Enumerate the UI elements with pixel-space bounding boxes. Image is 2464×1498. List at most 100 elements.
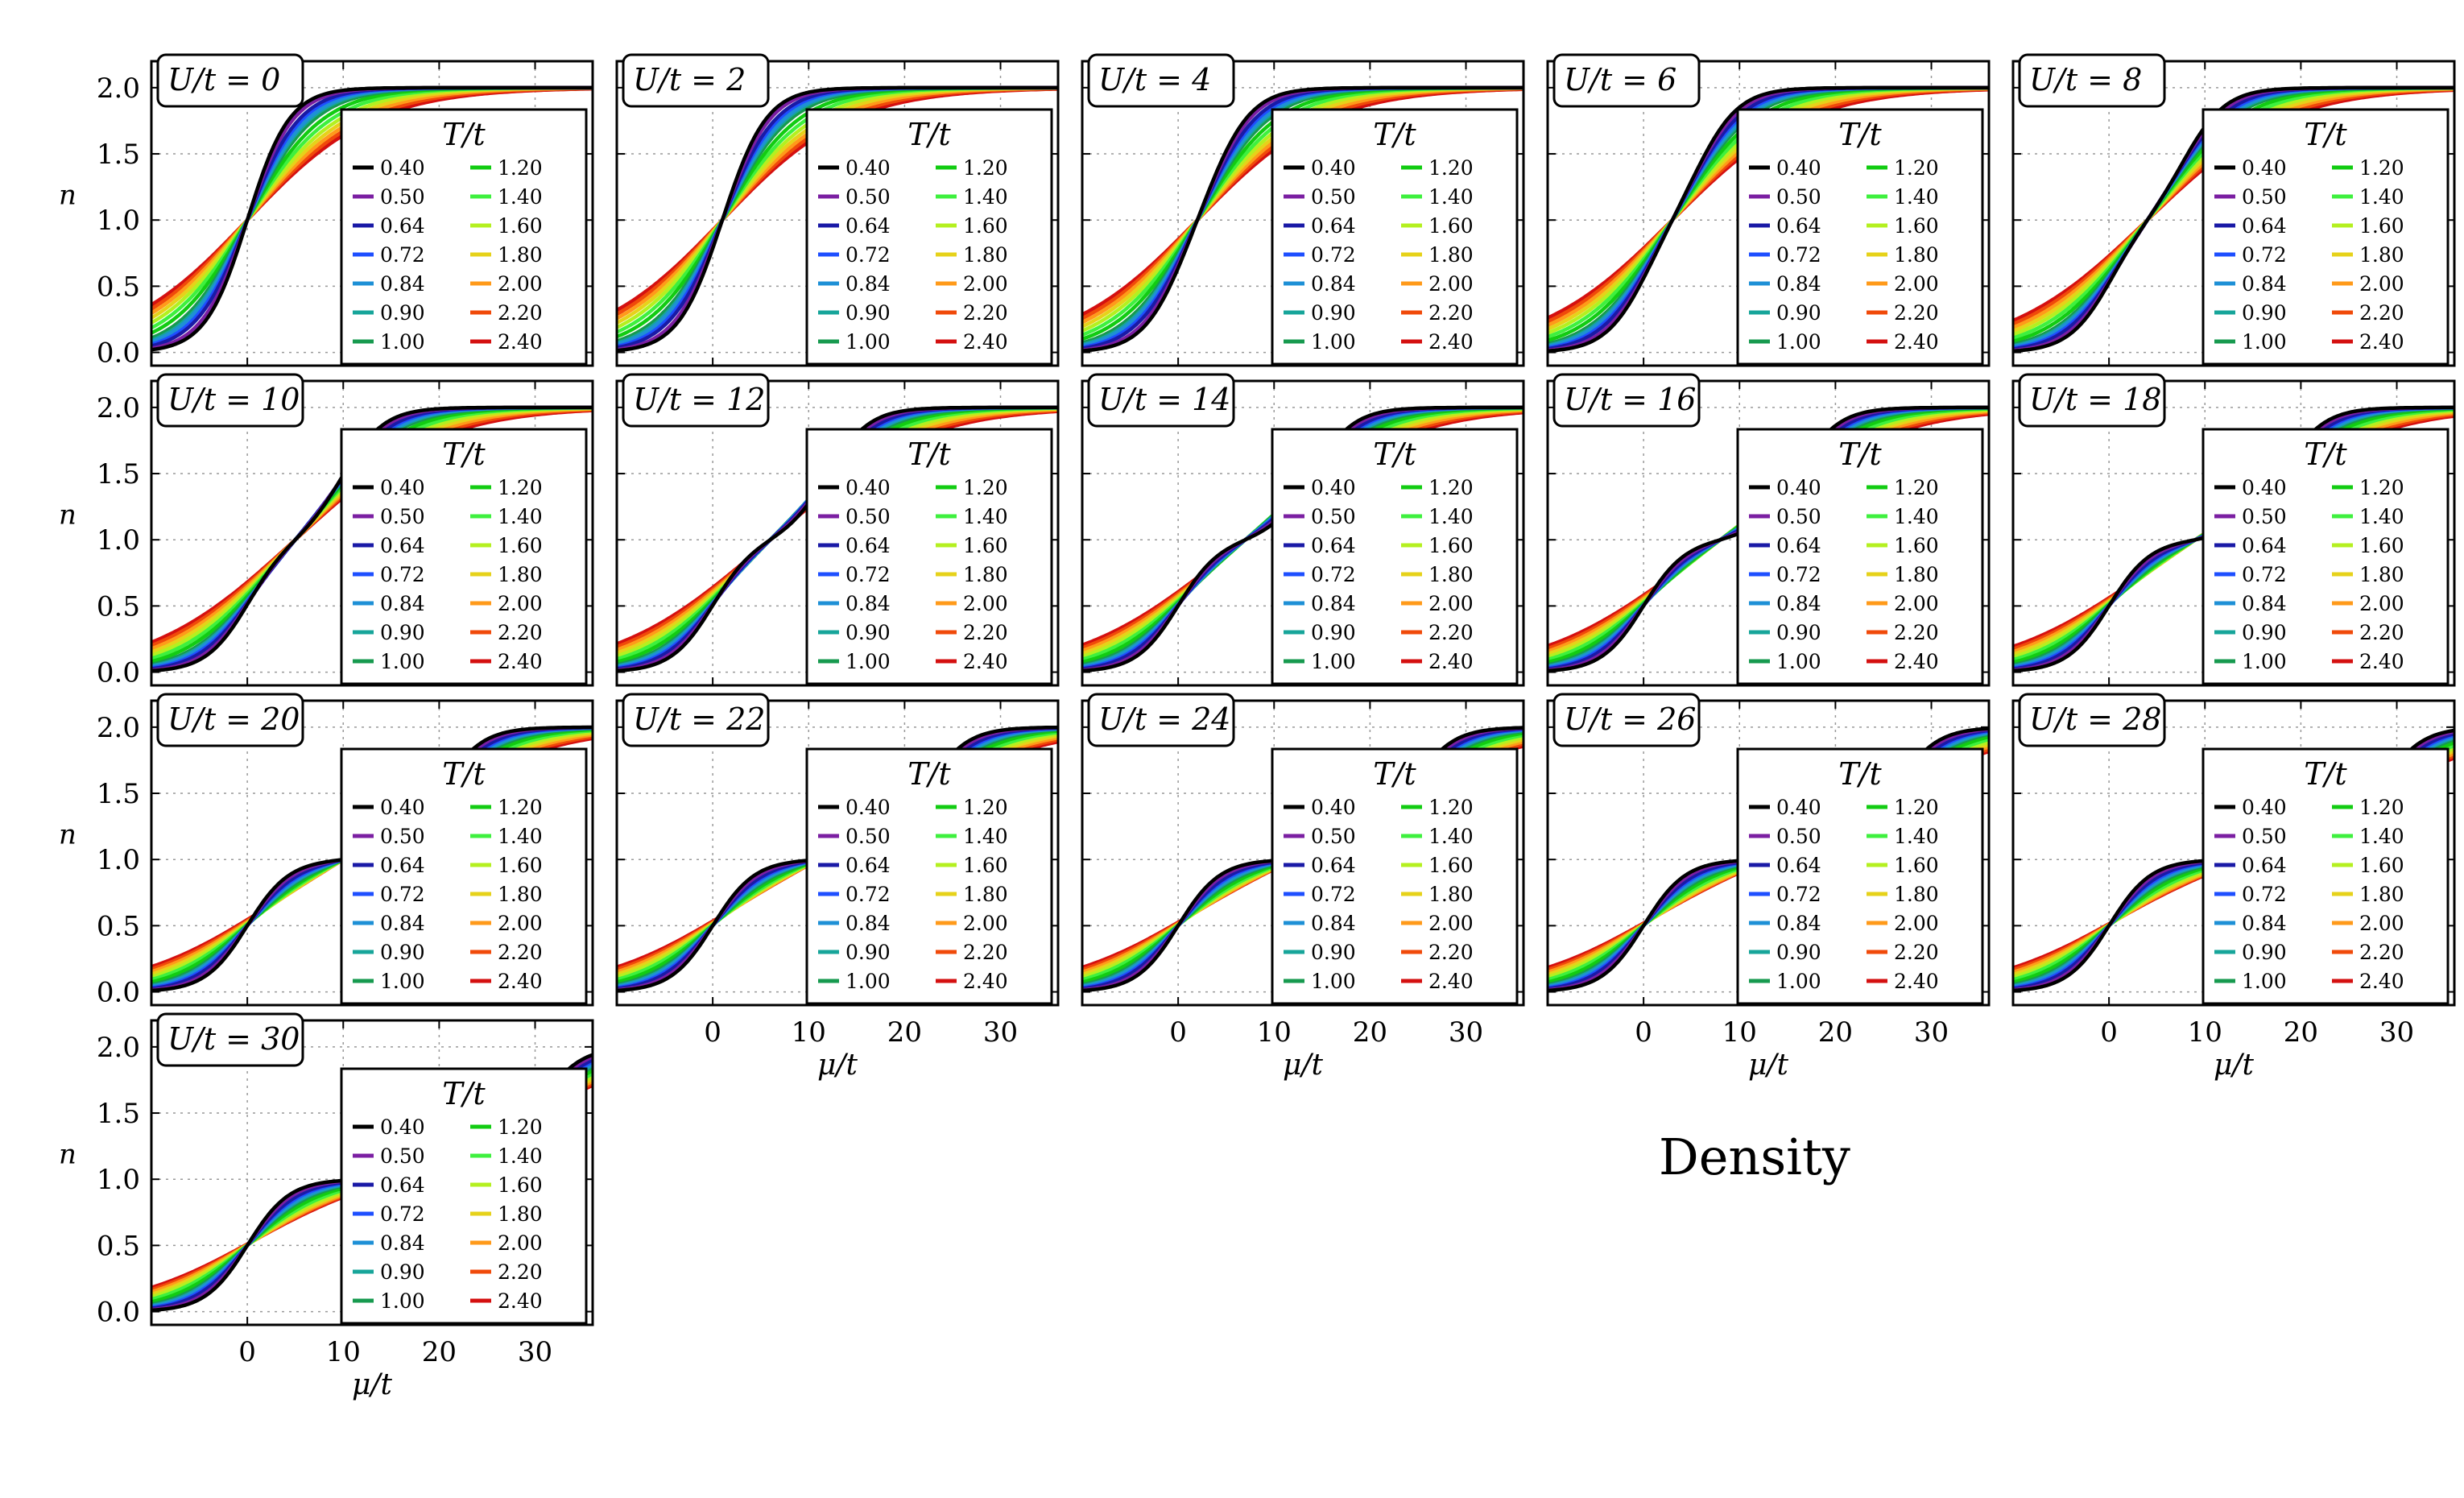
legend-label-T1.40: 1.40 <box>963 505 1008 528</box>
legend-label-T1.20: 1.20 <box>1428 476 1474 499</box>
legend-box <box>805 747 1053 1005</box>
legend-label-T0.72: 0.72 <box>380 883 425 906</box>
axes-frame <box>2011 699 2456 1007</box>
legend-label-T2.20: 2.20 <box>1894 941 1939 964</box>
legend-label-T0.84: 0.84 <box>2242 592 2287 615</box>
legend-box <box>2201 747 2450 1005</box>
legend-label-T0.72: 0.72 <box>1311 243 1356 267</box>
y-tick-label: 1.5 <box>97 458 140 490</box>
legend-label-T1.80: 1.80 <box>963 883 1008 906</box>
panel-U6: U/t = 6 T/t 0.40 1.20 0.50 1.40 0.64 1.60 0.72 1.… <box>1546 53 1991 367</box>
x-tick-label: 30 <box>1449 1016 1483 1049</box>
y-axis-label: n <box>59 180 76 212</box>
panel-label-box <box>622 693 770 747</box>
panel-label: U/t = 6 <box>1564 62 1676 97</box>
x-tick-label: 30 <box>1914 1016 1949 1049</box>
legend-label-T0.40: 0.40 <box>845 156 891 180</box>
legend-label-T2.40: 2.40 <box>498 330 543 354</box>
axes-frame <box>1081 60 1525 367</box>
axes-frame <box>1081 379 1525 687</box>
legend-label-T2.00: 2.00 <box>1894 592 1939 615</box>
legend-label-T0.40: 0.40 <box>1776 476 1821 499</box>
x-tick-label: 10 <box>326 1336 361 1368</box>
legend-label-T1.60: 1.60 <box>963 854 1008 877</box>
legend-label-T1.40: 1.40 <box>1428 505 1474 528</box>
legend-label-T2.20: 2.20 <box>498 1260 543 1284</box>
legend-label-T1.40: 1.40 <box>1894 825 1939 848</box>
legend-label-T0.84: 0.84 <box>2242 912 2287 935</box>
panel-label-box <box>156 1012 304 1067</box>
y-tick-label: 0.5 <box>97 910 140 942</box>
panel-U26: 0 10 20 30 μ/t U/t = 26 T/t 0.40 1.20 0.50 1.40 0.6… <box>1546 693 1991 1082</box>
legend-label-T1.60: 1.60 <box>498 534 543 557</box>
y-tick-label: 2.0 <box>97 712 140 744</box>
legend-label-T0.64: 0.64 <box>2242 534 2287 557</box>
x-tick-label: 10 <box>1722 1016 1757 1049</box>
legend-label-T2.20: 2.20 <box>1894 621 1939 644</box>
legend-label-T0.50: 0.50 <box>1776 185 1821 209</box>
x-tick-label: 0 <box>704 1016 721 1049</box>
legend-label-T1.80: 1.80 <box>1894 563 1939 586</box>
legend-label-T0.64: 0.64 <box>2242 854 2287 877</box>
legend-label-T2.40: 2.40 <box>963 970 1008 993</box>
legend-label-T0.50: 0.50 <box>2242 185 2287 209</box>
legend-label-T0.84: 0.84 <box>845 592 891 615</box>
panel-label-box <box>622 53 770 108</box>
legend-label-T2.00: 2.00 <box>2359 592 2404 615</box>
legend-label-T1.40: 1.40 <box>1894 185 1939 209</box>
legend-label-T1.60: 1.60 <box>2359 854 2404 877</box>
legend-title: T/t <box>907 117 951 152</box>
x-tick-label: 20 <box>422 1336 457 1368</box>
legend-label-T0.72: 0.72 <box>380 1202 425 1226</box>
legend-label-T0.40: 0.40 <box>1776 796 1821 819</box>
legend-label-T0.50: 0.50 <box>845 185 891 209</box>
legend-label-T1.00: 1.00 <box>380 330 425 354</box>
legend-label-T1.00: 1.00 <box>845 330 891 354</box>
legend-label-T1.80: 1.80 <box>1894 883 1939 906</box>
panel-label-box <box>156 373 304 428</box>
legend-label-T1.00: 1.00 <box>1311 970 1356 993</box>
legend-label-T0.90: 0.90 <box>1311 941 1356 964</box>
panel-U16: U/t = 16 T/t 0.40 1.20 0.50 1.40 0.64 1.60 0.72 1… <box>1546 373 1991 687</box>
legend-label-T2.00: 2.00 <box>963 912 1008 935</box>
legend-label-T1.80: 1.80 <box>1894 243 1939 267</box>
y-tick-label: 1.5 <box>97 1098 140 1130</box>
y-tick-label: 0.5 <box>97 1230 140 1262</box>
legend-label-T1.80: 1.80 <box>498 563 543 586</box>
panel-label: U/t = 4 <box>1098 62 1211 97</box>
panel-label: U/t = 16 <box>1564 382 1696 417</box>
x-axis-label: μ/t <box>817 1049 858 1082</box>
legend-label-T0.84: 0.84 <box>845 912 891 935</box>
legend-label-T0.64: 0.64 <box>1311 534 1356 557</box>
legend-label-T1.00: 1.00 <box>2242 650 2287 673</box>
legend-label-T1.60: 1.60 <box>963 534 1008 557</box>
legend-label-T0.72: 0.72 <box>2242 243 2287 267</box>
legend-label-T0.64: 0.64 <box>380 534 425 557</box>
series-line-T0.40 <box>151 85 593 352</box>
legend-label-T0.90: 0.90 <box>845 301 891 325</box>
legend-label-T1.40: 1.40 <box>2359 505 2404 528</box>
legend-label-T1.40: 1.40 <box>1428 825 1474 848</box>
y-tick-label: 0.0 <box>97 1297 140 1329</box>
legend-label-T0.40: 0.40 <box>1311 476 1356 499</box>
legend-label-T0.64: 0.64 <box>1311 854 1356 877</box>
panel-label-box <box>1552 53 1701 108</box>
panel-label-box <box>156 53 304 108</box>
y-tick-label: 1.0 <box>97 844 140 876</box>
legend-label-T1.60: 1.60 <box>1428 854 1474 877</box>
series-line-T0.40 <box>1082 85 1523 353</box>
series-line-T0.40 <box>1548 85 1989 354</box>
legend-title: T/t <box>442 1076 486 1111</box>
x-tick-label: 10 <box>2188 1016 2222 1049</box>
legend-label-T0.84: 0.84 <box>1776 592 1821 615</box>
legend-label-T0.90: 0.90 <box>1776 621 1821 644</box>
panel-label: U/t = 12 <box>633 382 765 417</box>
legend-label-T1.60: 1.60 <box>1894 214 1939 238</box>
legend-label-T1.00: 1.00 <box>1776 650 1821 673</box>
legend-label-T0.64: 0.64 <box>1776 214 1821 238</box>
x-tick-label: 0 <box>238 1336 256 1368</box>
x-tick-label: 10 <box>792 1016 826 1049</box>
panel-U24: 0 10 20 30 μ/t U/t = 24 T/t 0.40 1.20 0.50 1.40 0.6… <box>1081 693 1525 1082</box>
panel-label: U/t = 28 <box>2029 701 2161 737</box>
legend-box <box>2201 428 2450 685</box>
